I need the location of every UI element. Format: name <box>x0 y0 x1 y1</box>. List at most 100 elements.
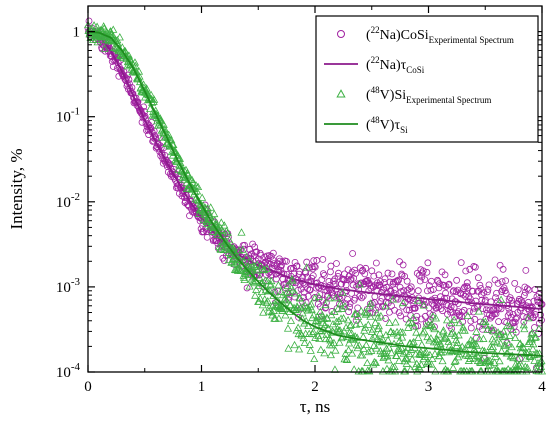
data-point <box>376 346 385 355</box>
data-point <box>496 261 504 269</box>
data-point <box>516 343 525 352</box>
data-point <box>351 309 360 318</box>
data-point <box>257 251 265 259</box>
data-point <box>511 333 520 342</box>
data-point <box>490 358 499 366</box>
data-point <box>516 355 524 363</box>
data-point <box>390 367 400 375</box>
data-point <box>471 315 479 323</box>
data-point <box>348 349 357 357</box>
data-point <box>463 340 472 349</box>
data-point <box>409 313 418 321</box>
data-point <box>470 263 478 270</box>
data-point <box>492 294 499 301</box>
data-point <box>346 303 353 311</box>
data-point <box>351 266 359 274</box>
data-point <box>324 293 333 302</box>
data-point <box>502 289 510 297</box>
data-point <box>256 294 265 302</box>
data-point <box>274 314 283 322</box>
data-point <box>372 259 380 267</box>
data-point <box>367 282 375 290</box>
data-point <box>399 298 408 307</box>
data-point <box>100 24 109 32</box>
data-point <box>523 339 532 347</box>
data-point <box>524 313 533 322</box>
data-point <box>463 282 471 290</box>
data-point <box>309 327 318 335</box>
data-point <box>395 276 402 284</box>
data-point <box>425 282 433 290</box>
data-point <box>225 235 234 244</box>
data-point <box>398 333 407 341</box>
data-point <box>316 291 324 298</box>
data-point <box>370 272 378 280</box>
data-point <box>299 302 308 311</box>
data-point <box>423 332 432 341</box>
data-point <box>359 344 368 353</box>
data-point <box>441 271 449 279</box>
data-point <box>291 293 298 301</box>
data-point <box>392 351 401 360</box>
data-point <box>430 324 439 333</box>
data-point <box>223 228 232 237</box>
data-point <box>400 291 408 299</box>
data-point <box>504 340 513 348</box>
data-point <box>309 310 318 319</box>
data-point <box>466 335 475 344</box>
data-point <box>435 351 444 360</box>
data-point <box>106 27 115 35</box>
data-point <box>479 305 487 313</box>
data-point <box>99 22 108 30</box>
data-point <box>447 308 454 316</box>
data-point <box>463 311 472 320</box>
data-point <box>241 241 248 249</box>
data-point <box>304 321 313 330</box>
data-point <box>388 270 396 278</box>
data-point <box>335 326 345 334</box>
data-point <box>487 344 496 352</box>
data-point <box>342 355 352 364</box>
data-point <box>366 299 375 307</box>
data-point <box>505 321 514 330</box>
data-point <box>495 318 502 325</box>
data-point <box>147 90 156 99</box>
data-point <box>507 342 516 351</box>
data-point <box>364 320 373 328</box>
data-point <box>232 258 241 266</box>
data-point <box>499 265 507 273</box>
data-point <box>288 276 297 284</box>
data-point <box>281 288 291 297</box>
data-point <box>358 351 367 359</box>
data-point <box>362 340 371 349</box>
data-point <box>265 303 274 311</box>
data-point <box>316 307 325 315</box>
data-point <box>519 320 528 329</box>
data-point <box>509 353 518 362</box>
data-point <box>481 317 490 325</box>
data-point <box>528 344 537 353</box>
data-point <box>492 338 502 346</box>
x-tick-label: 2 <box>311 379 319 395</box>
data-point <box>449 363 458 371</box>
data-point <box>400 287 408 295</box>
data-point <box>277 263 284 270</box>
data-point <box>495 356 504 365</box>
data-point <box>519 313 527 320</box>
data-point <box>229 243 238 251</box>
data-point <box>503 318 511 326</box>
data-point <box>413 269 421 277</box>
data-point <box>442 315 452 324</box>
data-point <box>314 292 323 300</box>
data-point <box>528 328 537 336</box>
data-point <box>474 352 483 360</box>
data-point <box>425 350 434 359</box>
data-point <box>251 291 260 299</box>
data-point <box>464 284 472 292</box>
data-point <box>384 355 393 364</box>
data-point <box>506 309 514 317</box>
data-point <box>378 367 388 375</box>
data-point <box>433 340 442 349</box>
data-point <box>210 209 219 218</box>
data-point <box>313 317 322 325</box>
